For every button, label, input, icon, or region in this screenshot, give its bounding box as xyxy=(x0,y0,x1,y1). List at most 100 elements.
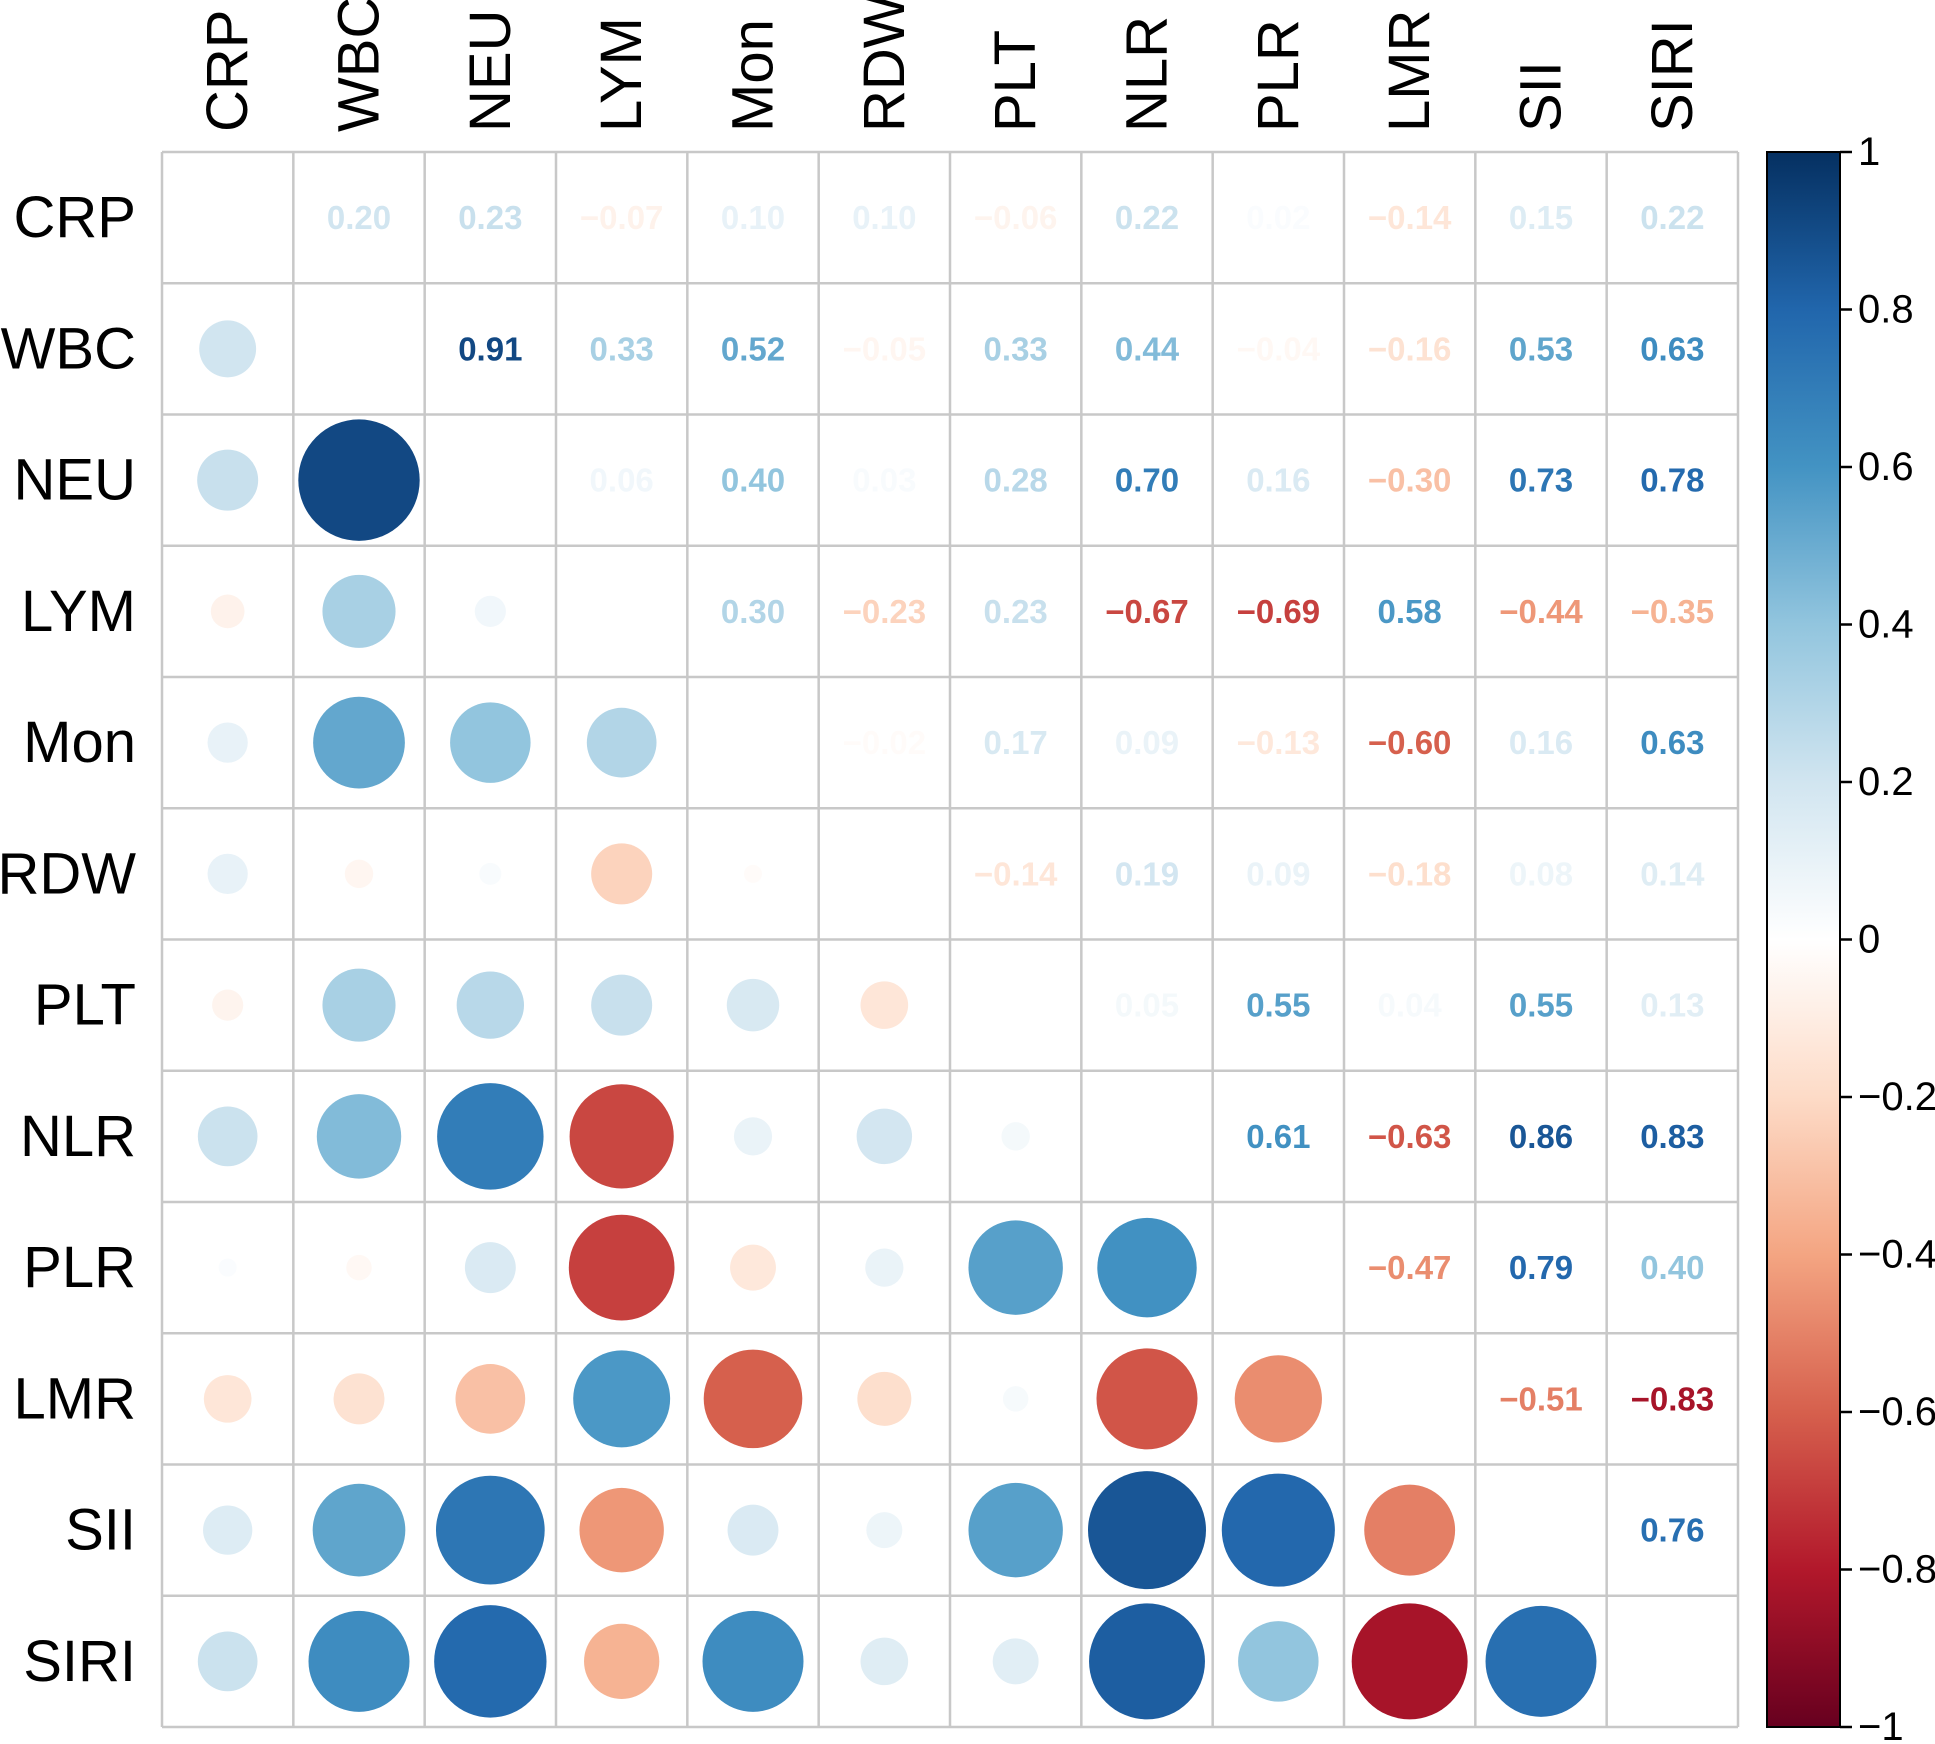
corr-value-WBC-LMR: −0.16 xyxy=(1368,330,1452,367)
corr-value-NLR-SII: 0.86 xyxy=(1509,1118,1573,1155)
corr-circle-SIRI-NLR xyxy=(1089,1603,1205,1720)
corr-value-PLT-LMR: 0.04 xyxy=(1378,987,1443,1024)
corr-circle-SII-WBC xyxy=(312,1483,406,1577)
corr-circle-Mon-WBC xyxy=(313,696,405,789)
corr-circle-NEU-CRP xyxy=(197,449,259,511)
coefficient-labels: 0.20 0.23 −0.07 0.10 0.10 −0.06 0.22 0.02 −0.14 0… xyxy=(327,199,1714,1549)
corr-value-LYM-SII: −0.44 xyxy=(1499,593,1583,630)
corr-circle-LMR-RDW xyxy=(857,1371,912,1426)
corr-value-NEU-LMR: −0.30 xyxy=(1368,462,1452,499)
corr-value-RDW-SII: 0.08 xyxy=(1509,855,1573,892)
colorbar-tick-label: 0.6 xyxy=(1858,445,1914,489)
corr-circle-NLR-Mon xyxy=(733,1117,773,1156)
corr-value-NEU-PLR: 0.16 xyxy=(1246,462,1310,499)
column-label-SII: SII xyxy=(1509,61,1574,132)
corr-value-NEU-PLT: 0.28 xyxy=(984,462,1048,499)
corr-circle-SII-NEU xyxy=(435,1475,545,1585)
colorbar-tick-label: 1 xyxy=(1858,130,1880,174)
colorbar-tick-label: −0.4 xyxy=(1858,1233,1935,1277)
colorbar-tick-label: 0.2 xyxy=(1858,760,1914,804)
corr-value-CRP-Mon: 0.10 xyxy=(721,199,785,236)
corr-circle-NEU-WBC xyxy=(298,419,420,541)
row-label-LYM: LYM xyxy=(21,579,136,644)
corr-circle-LMR-PLT xyxy=(1002,1386,1029,1412)
column-label-CRP: CRP xyxy=(195,10,260,132)
colorbar-tick-label: −0.2 xyxy=(1858,1075,1935,1119)
corr-value-RDW-SIRI: 0.14 xyxy=(1640,855,1705,892)
row-label-LMR: LMR xyxy=(14,1366,136,1431)
corr-circle-LMR-Mon xyxy=(703,1349,803,1449)
corr-circle-LYM-CRP xyxy=(210,594,245,629)
colorbar-tick-label: 0.8 xyxy=(1858,288,1914,332)
corr-value-LYM-LMR: 0.58 xyxy=(1378,593,1442,630)
corr-circle-LMR-PLR xyxy=(1234,1355,1322,1443)
corr-value-CRP-NEU: 0.23 xyxy=(458,199,522,236)
corr-circle-SIRI-WBC xyxy=(308,1610,410,1712)
corr-circle-PLR-CRP xyxy=(218,1258,237,1277)
corr-circle-NLR-LYM xyxy=(569,1084,674,1189)
corr-value-PLT-PLR: 0.55 xyxy=(1246,987,1310,1024)
corr-circle-SIRI-PLR xyxy=(1238,1621,1319,1702)
corr-value-Mon-LMR: −0.60 xyxy=(1368,724,1452,761)
corr-circle-SIRI-LYM xyxy=(584,1623,660,1700)
corr-value-PLR-LMR: −0.47 xyxy=(1368,1249,1452,1286)
corr-circle-RDW-LYM xyxy=(591,843,653,905)
corr-circle-SII-Mon xyxy=(727,1504,779,1556)
corr-circle-SII-LMR xyxy=(1364,1484,1456,1576)
colorbar-tick-label: −0.8 xyxy=(1858,1548,1935,1592)
corr-value-PLT-NLR: 0.05 xyxy=(1115,987,1179,1024)
corr-value-NLR-PLR: 0.61 xyxy=(1246,1118,1310,1155)
corr-circle-SII-NLR xyxy=(1088,1471,1206,1590)
corr-circle-NLR-CRP xyxy=(197,1106,258,1167)
corr-circle-SIRI-Mon xyxy=(702,1610,804,1712)
corr-circle-LMR-LYM xyxy=(573,1350,671,1448)
corr-circle-PLT-NEU xyxy=(456,971,525,1039)
corr-value-WBC-NEU: 0.91 xyxy=(458,330,522,367)
corr-value-RDW-NLR: 0.19 xyxy=(1115,855,1179,892)
corr-circle-NLR-RDW xyxy=(856,1108,913,1165)
corr-circle-SII-PLT xyxy=(968,1482,1063,1578)
corr-value-Mon-PLR: −0.13 xyxy=(1237,724,1321,761)
corr-value-LMR-SII: −0.51 xyxy=(1499,1380,1583,1417)
corr-circle-SII-PLR xyxy=(1221,1473,1335,1587)
column-labels: CRP WBC NEU LYM Mon RDW PLT NLR PLR LMR SII SIRI xyxy=(195,0,1705,132)
column-label-RDW: RDW xyxy=(852,0,917,132)
corr-circle-PLR-WBC xyxy=(346,1254,372,1281)
corr-value-WBC-SII: 0.53 xyxy=(1509,330,1573,367)
column-label-SIRI: SIRI xyxy=(1640,19,1705,132)
corr-circle-RDW-CRP xyxy=(207,853,248,894)
corr-circle-SIRI-PLT xyxy=(992,1638,1039,1685)
corr-value-NEU-RDW: 0.03 xyxy=(852,462,916,499)
corr-value-LYM-NLR: −0.67 xyxy=(1105,593,1189,630)
corr-value-CRP-PLR: 0.02 xyxy=(1246,199,1310,236)
corr-value-CRP-SIRI: 0.22 xyxy=(1640,199,1704,236)
corr-circle-PLT-Mon xyxy=(726,978,780,1032)
corr-value-LYM-PLT: 0.23 xyxy=(984,593,1048,630)
corr-circle-LYM-NEU xyxy=(474,595,506,627)
corr-circle-PLR-LYM xyxy=(568,1214,675,1321)
row-label-SII: SII xyxy=(65,1498,136,1563)
corr-circle-SII-RDW xyxy=(866,1512,903,1549)
corr-circle-SIRI-LMR xyxy=(1351,1603,1468,1720)
corr-value-PLT-SIRI: 0.13 xyxy=(1640,987,1704,1024)
corr-value-CRP-LYM: −0.07 xyxy=(580,199,664,236)
corr-circle-LMR-WBC xyxy=(333,1373,385,1425)
colorbar-tick-label: −1 xyxy=(1858,1705,1904,1744)
corr-value-NEU-NLR: 0.70 xyxy=(1115,462,1179,499)
corr-value-PLR-SIRI: 0.40 xyxy=(1640,1249,1704,1286)
corr-value-WBC-Mon: 0.52 xyxy=(721,330,785,367)
corr-value-RDW-PLR: 0.09 xyxy=(1246,855,1310,892)
row-label-NEU: NEU xyxy=(14,448,136,513)
corr-value-Mon-SIRI: 0.63 xyxy=(1640,724,1704,761)
corr-value-NEU-Mon: 0.40 xyxy=(721,462,785,499)
corr-circle-SII-LYM xyxy=(579,1487,664,1573)
corr-value-CRP-SII: 0.15 xyxy=(1509,199,1573,236)
corr-value-PLT-SII: 0.55 xyxy=(1509,987,1573,1024)
corr-circle-Mon-NEU xyxy=(450,702,531,783)
corr-circle-SII-CRP xyxy=(203,1505,253,1555)
row-label-SIRI: SIRI xyxy=(23,1629,136,1694)
corr-value-CRP-LMR: −0.14 xyxy=(1368,199,1452,236)
corr-value-LMR-SIRI: −0.83 xyxy=(1631,1380,1715,1417)
corr-value-WBC-SIRI: 0.63 xyxy=(1640,330,1704,367)
corr-value-NLR-SIRI: 0.83 xyxy=(1640,1118,1704,1155)
